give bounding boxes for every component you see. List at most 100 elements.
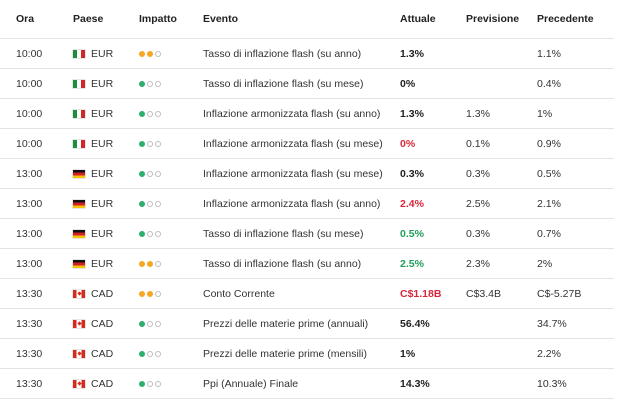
table-row[interactable]: 13:00 EUR Inflazione armonizzata flash (su…: [0, 188, 614, 219]
country-cell: EUR: [60, 128, 126, 159]
table-row[interactable]: 13:30 CAD Ppi (Annuale) Finale 14.3% 10.3%: [0, 368, 614, 399]
impact-cell: [126, 308, 190, 339]
event-cell[interactable]: Tasso di inflazione flash (su anno): [190, 38, 387, 69]
impact-dot-icon: [139, 290, 145, 297]
currency-label: EUR: [91, 77, 114, 90]
impact-indicator: [139, 170, 190, 177]
event-cell[interactable]: Inflazione armonizzata flash (su mese): [190, 128, 387, 159]
actual-cell: 2.4%: [387, 188, 453, 219]
impact-dot-icon: [147, 80, 153, 87]
country: EUR: [73, 198, 126, 210]
impact-dot-icon: [147, 110, 153, 117]
event-cell[interactable]: Inflazione armonizzata flash (su mese): [190, 158, 387, 189]
impact-indicator: [139, 140, 190, 147]
header-previous[interactable]: Precedente: [524, 0, 614, 39]
forecast-cell: [453, 68, 524, 99]
event-cell[interactable]: Prezzi delle materie prime (annuali): [190, 308, 387, 339]
country: EUR: [73, 258, 126, 270]
impact-dot-icon: [139, 230, 145, 237]
currency-label: EUR: [91, 137, 114, 150]
flag-it-icon: [73, 109, 85, 118]
previous-cell: 0.7%: [524, 218, 614, 249]
currency-label: CAD: [91, 377, 114, 390]
event-cell[interactable]: Tasso di inflazione flash (su mese): [190, 68, 387, 99]
economic-calendar-table: Ora Paese Impatto Evento Attuale Previsi…: [0, 0, 614, 399]
impact-dot-icon: [155, 320, 161, 327]
header-event[interactable]: Evento: [190, 0, 387, 39]
impact-dot-icon: [139, 260, 145, 267]
event-cell[interactable]: Ppi (Annuale) Finale: [190, 368, 387, 399]
impact-indicator: [139, 320, 190, 327]
event-cell[interactable]: Inflazione armonizzata flash (su anno): [190, 188, 387, 219]
table-row[interactable]: 10:00 EUR Tasso di inflazione flash (su me…: [0, 68, 614, 99]
country-cell: EUR: [60, 248, 126, 279]
impact-dot-icon: [139, 110, 145, 117]
time-cell: 13:00: [0, 158, 60, 189]
country: CAD: [73, 288, 126, 300]
impact-indicator: [139, 290, 190, 297]
actual-cell: 56.4%: [387, 308, 453, 339]
country-cell: CAD: [60, 308, 126, 339]
forecast-cell: [453, 368, 524, 399]
forecast-cell: C$3.4B: [453, 278, 524, 309]
country: EUR: [73, 138, 126, 150]
table-row[interactable]: 10:00 EUR Inflazione armonizzata flash (su…: [0, 98, 614, 129]
flag-it-icon: [73, 79, 85, 88]
actual-cell: 0%: [387, 68, 453, 99]
impact-dot-icon: [147, 170, 153, 177]
header-time[interactable]: Ora: [0, 0, 60, 39]
impact-dot-icon: [147, 380, 153, 387]
forecast-cell: [453, 38, 524, 69]
impact-indicator: [139, 110, 190, 117]
time-cell: 13:30: [0, 308, 60, 339]
table-row[interactable]: 13:30 CAD Prezzi delle materie prime (mens…: [0, 338, 614, 369]
table-row[interactable]: 10:00 EUR Tasso di inflazione flash (su an…: [0, 38, 614, 69]
header-actual[interactable]: Attuale: [387, 0, 453, 39]
event-cell[interactable]: Inflazione armonizzata flash (su anno): [190, 98, 387, 129]
country: EUR: [73, 78, 126, 90]
previous-cell: 1.1%: [524, 38, 614, 69]
country: EUR: [73, 228, 126, 240]
impact-indicator: [139, 260, 190, 267]
impact-indicator: [139, 200, 190, 207]
impact-dot-icon: [139, 80, 145, 87]
event-cell[interactable]: Tasso di inflazione flash (su anno): [190, 248, 387, 279]
impact-dot-icon: [139, 350, 145, 357]
event-cell[interactable]: Tasso di inflazione flash (su mese): [190, 218, 387, 249]
event-cell[interactable]: Conto Corrente: [190, 278, 387, 309]
country-cell: EUR: [60, 68, 126, 99]
previous-cell: 0.5%: [524, 158, 614, 189]
impact-cell: [126, 68, 190, 99]
forecast-cell: [453, 338, 524, 369]
event-cell[interactable]: Prezzi delle materie prime (mensili): [190, 338, 387, 369]
actual-cell: C$1.18B: [387, 278, 453, 309]
table-row[interactable]: 10:00 EUR Inflazione armonizzata flash (su…: [0, 128, 614, 159]
previous-cell: 2%: [524, 248, 614, 279]
impact-dot-icon: [139, 200, 145, 207]
impact-dot-icon: [155, 290, 161, 297]
impact-cell: [126, 98, 190, 129]
time-cell: 13:00: [0, 248, 60, 279]
table-row[interactable]: 13:00 EUR Inflazione armonizzata flash (su…: [0, 158, 614, 189]
time-cell: 13:30: [0, 368, 60, 399]
currency-label: CAD: [91, 347, 114, 360]
flag-de-icon: [73, 169, 85, 178]
impact-dot-icon: [147, 50, 153, 57]
country: EUR: [73, 168, 126, 180]
time-cell: 13:00: [0, 188, 60, 219]
forecast-cell: [453, 308, 524, 339]
table-row[interactable]: 13:00 EUR Tasso di inflazione flash (su an…: [0, 248, 614, 279]
table-row[interactable]: 13:00 EUR Tasso di inflazione flash (su me…: [0, 218, 614, 249]
impact-dot-icon: [155, 50, 161, 57]
impact-cell: [126, 248, 190, 279]
impact-dot-icon: [139, 170, 145, 177]
impact-indicator: [139, 230, 190, 237]
impact-cell: [126, 158, 190, 189]
header-impact[interactable]: Impatto: [126, 0, 190, 39]
header-forecast[interactable]: Previsione: [453, 0, 524, 39]
flag-ca-icon: [73, 349, 85, 358]
table-row[interactable]: 13:30 CAD Conto Corrente C$1.18B C$3.4B C$-5.…: [0, 278, 614, 309]
header-country[interactable]: Paese: [60, 0, 126, 39]
table-row[interactable]: 13:30 CAD Prezzi delle materie prime (annu…: [0, 308, 614, 339]
time-cell: 13:30: [0, 338, 60, 369]
